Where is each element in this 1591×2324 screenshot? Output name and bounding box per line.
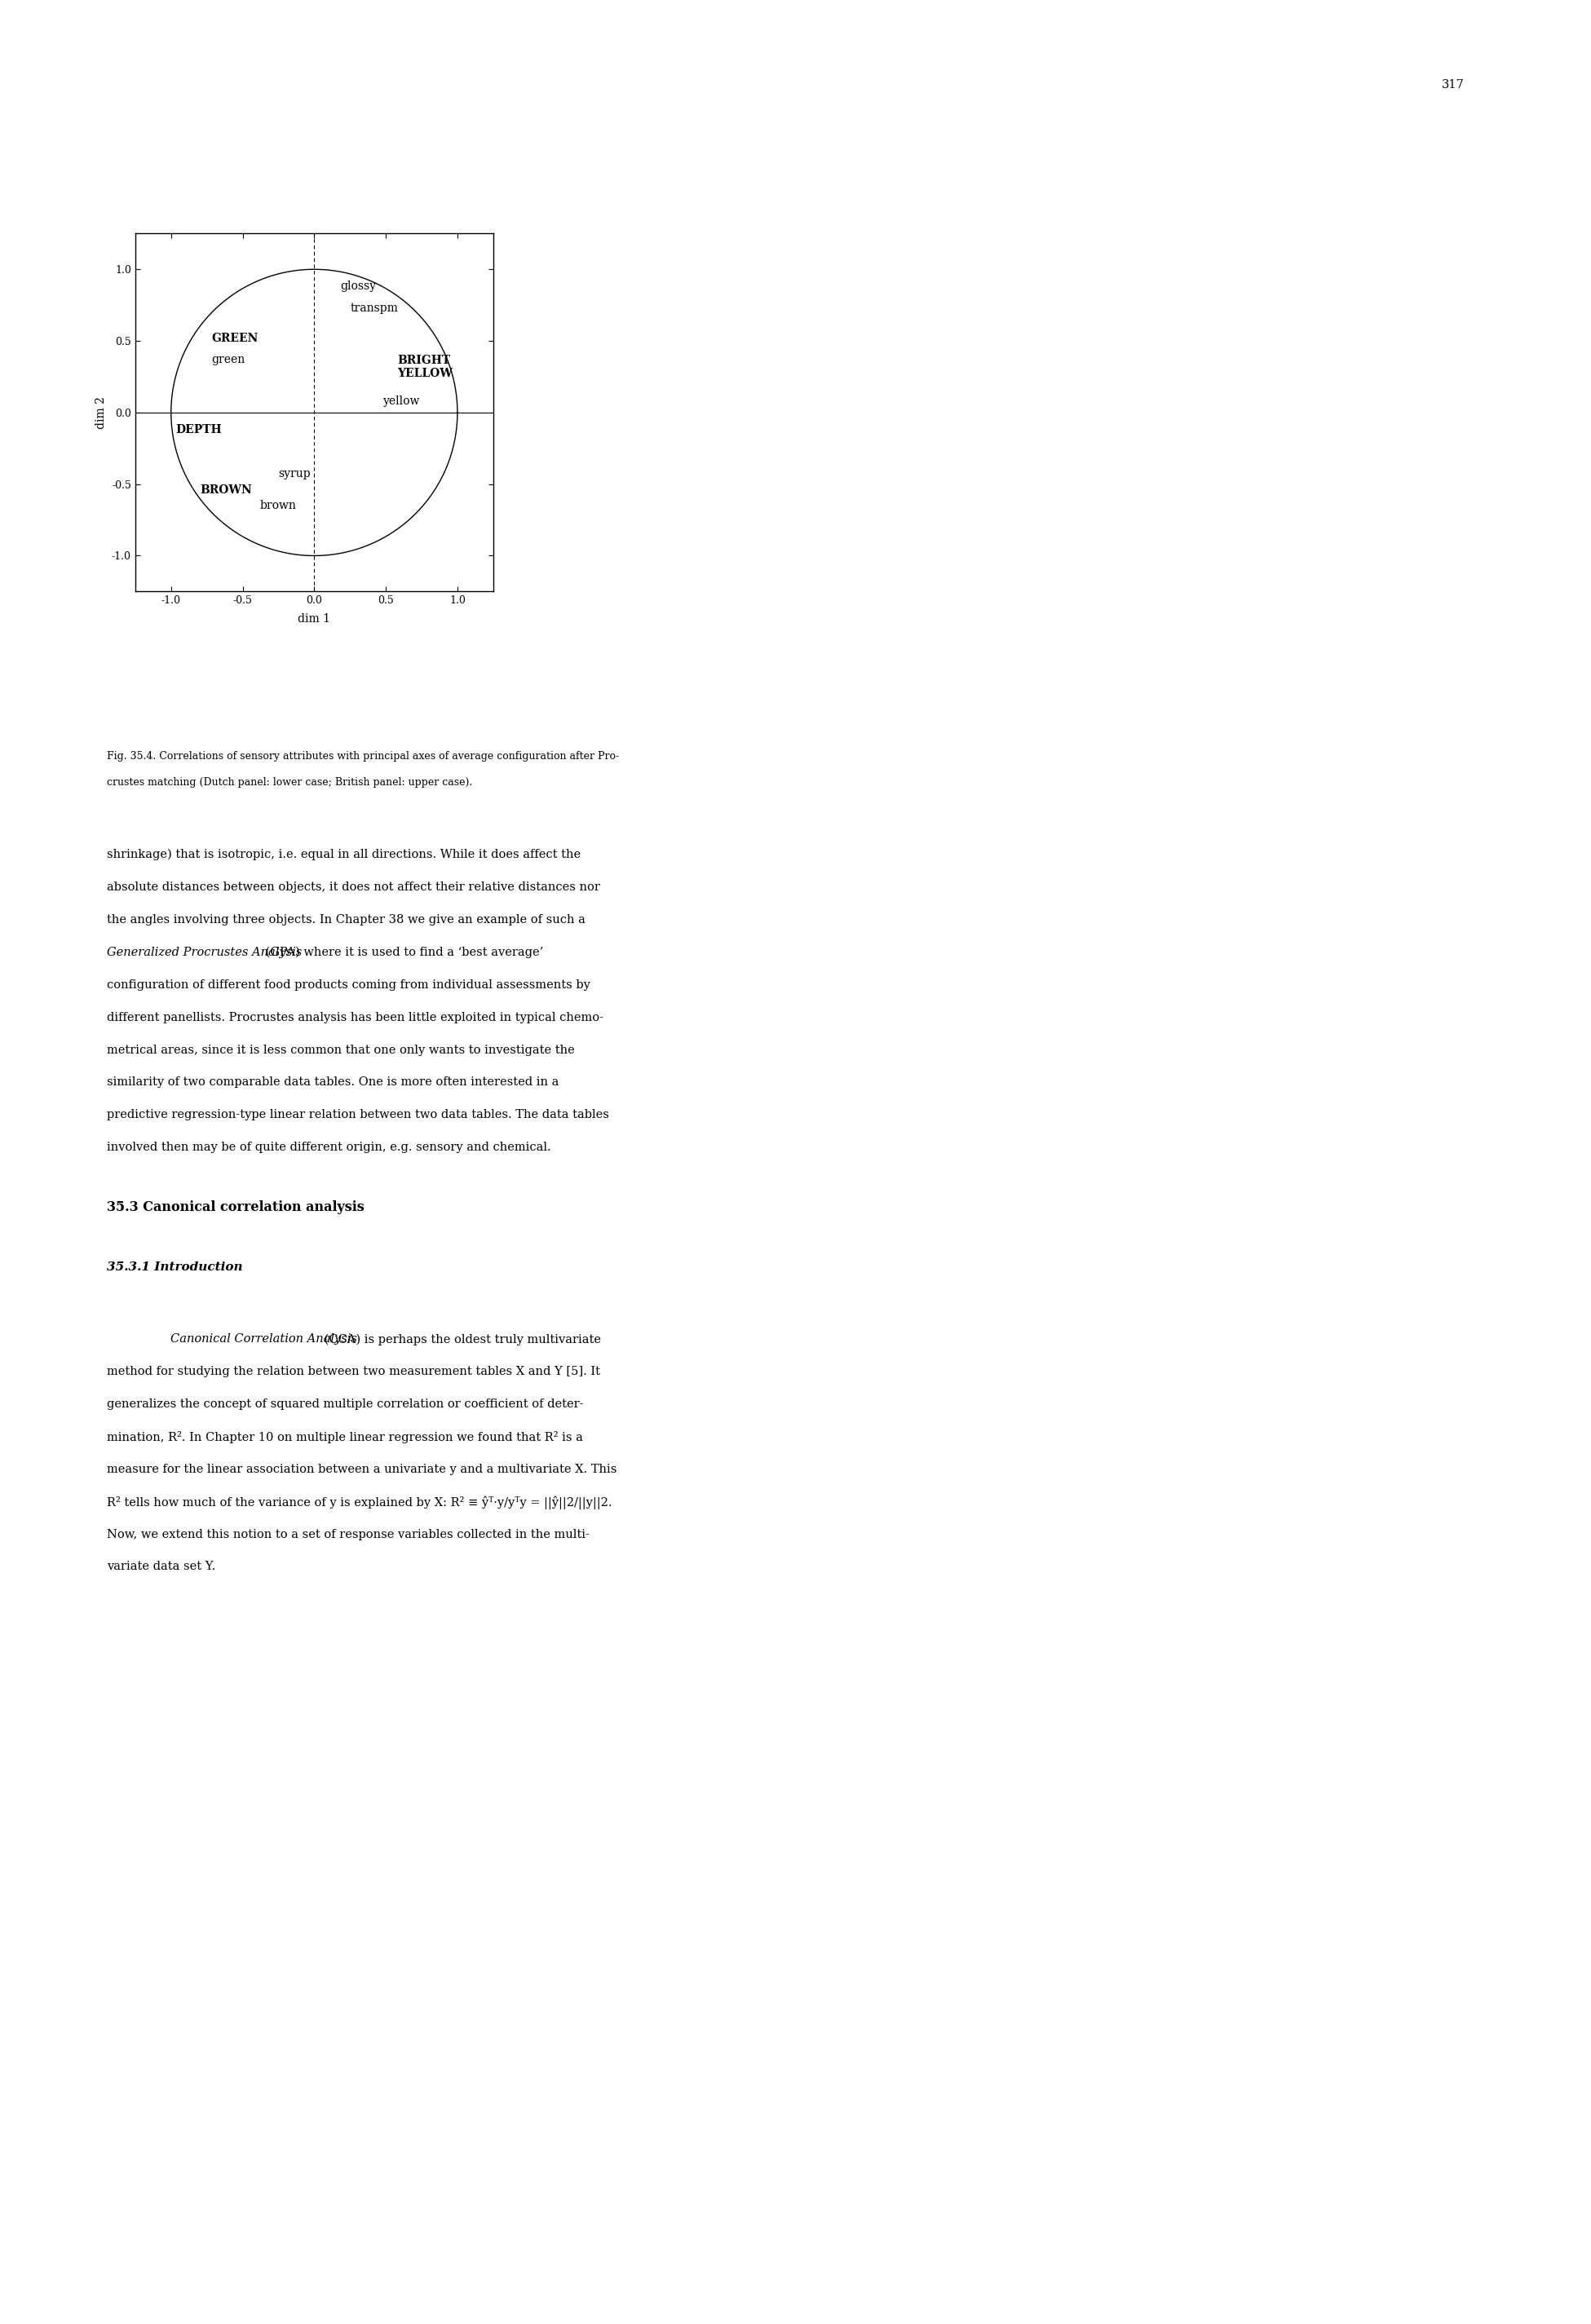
Text: green: green (212, 353, 245, 365)
Text: (CCA) is perhaps the oldest truly multivariate: (CCA) is perhaps the oldest truly multiv… (321, 1334, 601, 1346)
Text: metrical areas, since it is less common that one only wants to investigate the: metrical areas, since it is less common … (107, 1043, 574, 1055)
Text: yellow: yellow (383, 395, 420, 407)
Text: (GPA) where it is used to find a ‘best average’: (GPA) where it is used to find a ‘best a… (263, 946, 544, 957)
Text: variate data set Y.: variate data set Y. (107, 1562, 215, 1573)
Text: BROWN: BROWN (200, 483, 251, 495)
Text: different panellists. Procrustes analysis has been little exploited in typical c: different panellists. Procrustes analysi… (107, 1011, 603, 1023)
Text: the angles involving three objects. In Chapter 38 we give an example of such a: the angles involving three objects. In C… (107, 913, 585, 925)
Text: syrup: syrup (278, 469, 310, 479)
Text: Now, we extend this notion to a set of response variables collected in the multi: Now, we extend this notion to a set of r… (107, 1529, 589, 1541)
Text: absolute distances between objects, it does not affect their relative distances : absolute distances between objects, it d… (107, 881, 600, 892)
Text: 35.3.1 Introduction: 35.3.1 Introduction (107, 1262, 242, 1274)
Text: involved then may be of quite different origin, e.g. sensory and chemical.: involved then may be of quite different … (107, 1141, 550, 1153)
Text: brown: brown (259, 500, 296, 511)
Text: generalizes the concept of squared multiple correlation or coefficient of deter-: generalizes the concept of squared multi… (107, 1399, 584, 1411)
Text: method for studying the relation between two measurement tables X and Y [5]. It: method for studying the relation between… (107, 1367, 600, 1378)
Text: GREEN: GREEN (212, 332, 258, 344)
Text: Canonical Correlation Analysis: Canonical Correlation Analysis (170, 1334, 356, 1346)
Text: configuration of different food products coming from individual assessments by: configuration of different food products… (107, 978, 590, 990)
Text: BRIGHT
YELLOW: BRIGHT YELLOW (398, 353, 452, 379)
Text: Generalized Procrustes Analysis: Generalized Procrustes Analysis (107, 946, 302, 957)
Text: 35.3 Canonical correlation analysis: 35.3 Canonical correlation analysis (107, 1202, 364, 1213)
Text: glossy: glossy (340, 281, 375, 293)
X-axis label: dim 1: dim 1 (298, 614, 331, 625)
Text: shrinkage) that is isotropic, i.e. equal in all directions. While it does affect: shrinkage) that is isotropic, i.e. equal… (107, 848, 581, 860)
Text: predictive regression-type linear relation between two data tables. The data tab: predictive regression-type linear relati… (107, 1109, 609, 1120)
Text: similarity of two comparable data tables. One is more often interested in a: similarity of two comparable data tables… (107, 1076, 558, 1088)
Text: 317: 317 (1441, 79, 1464, 91)
Text: crustes matching (Dutch panel: lower case; British panel: upper case).: crustes matching (Dutch panel: lower cas… (107, 776, 473, 788)
Text: measure for the linear association between a univariate y and a multivariate X. : measure for the linear association betwe… (107, 1464, 617, 1476)
Text: Fig. 35.4. Correlations of sensory attributes with principal axes of average con: Fig. 35.4. Correlations of sensory attri… (107, 751, 619, 762)
Text: mination, R². In Chapter 10 on multiple linear regression we found that R² is a: mination, R². In Chapter 10 on multiple … (107, 1432, 582, 1443)
Text: R² tells how much of the variance of y is explained by X: R² ≡ ŷᵀ·y/yᵀy = ||ŷ||2: R² tells how much of the variance of y i… (107, 1497, 613, 1511)
Text: transpm: transpm (350, 302, 398, 314)
Text: DEPTH: DEPTH (175, 423, 221, 435)
Y-axis label: dim 2: dim 2 (95, 397, 107, 428)
